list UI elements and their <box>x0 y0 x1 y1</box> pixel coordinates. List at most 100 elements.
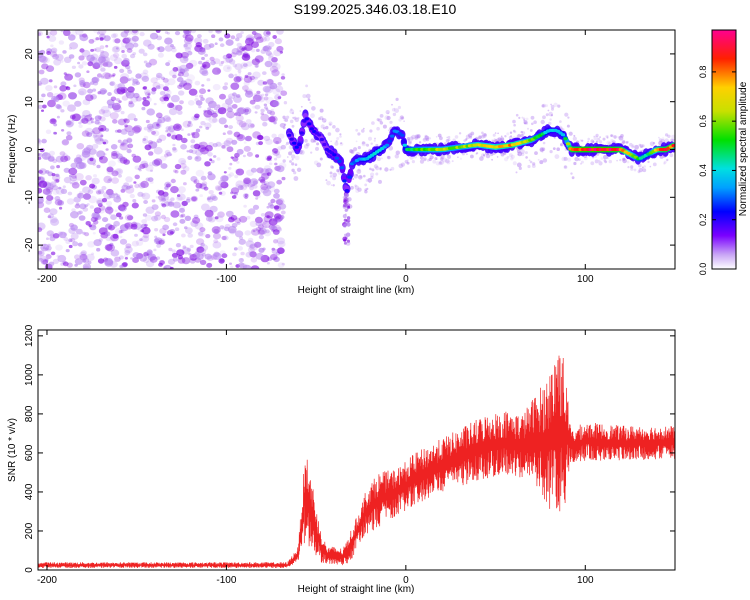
ridge-halo-speckle <box>531 122 534 126</box>
noise-speckle <box>133 181 137 184</box>
noise-speckle <box>62 50 67 54</box>
noise-speckle <box>98 124 107 132</box>
noise-speckle <box>145 260 155 268</box>
noise-speckle <box>116 87 126 95</box>
noise-speckle <box>155 140 160 144</box>
noise-speckle <box>185 198 191 203</box>
noise-speckle <box>242 154 246 158</box>
noise-speckle <box>206 262 213 268</box>
noise-speckle <box>152 130 160 137</box>
noise-speckle <box>249 99 256 105</box>
noise-speckle <box>126 215 134 221</box>
noise-speckle <box>58 231 67 239</box>
ridge-halo-speckle <box>326 180 331 186</box>
noise-speckle <box>111 150 120 157</box>
ridge-halo-speckle <box>358 175 363 180</box>
noise-speckle <box>240 258 244 261</box>
noise-speckle <box>249 244 256 249</box>
noise-speckle <box>58 186 62 190</box>
noise-speckle <box>119 235 123 239</box>
noise-speckle <box>145 206 155 214</box>
noise-speckle <box>82 207 89 212</box>
noise-speckle <box>106 166 114 173</box>
noise-speckle <box>152 159 161 167</box>
noise-speckle <box>38 227 43 233</box>
noise-speckle <box>198 248 207 255</box>
noise-speckle <box>58 40 65 45</box>
noise-speckle <box>95 189 102 195</box>
noise-speckle <box>251 30 257 35</box>
ridge-halo-speckle <box>470 154 474 159</box>
noise-speckle <box>257 79 265 86</box>
ridge-halo-speckle <box>379 167 382 170</box>
noise-speckle <box>106 205 112 211</box>
noise-speckle <box>250 48 256 53</box>
noise-speckle <box>230 215 238 221</box>
noise-speckle <box>164 186 169 190</box>
ridge-halo-speckle <box>509 153 513 158</box>
noise-speckle <box>127 86 135 93</box>
noise-speckle <box>212 118 218 123</box>
noise-speckle <box>101 185 107 191</box>
noise-speckle <box>273 213 282 220</box>
noise-speckle <box>63 155 71 161</box>
noise-speckle <box>78 55 85 61</box>
noise-speckle <box>81 115 89 122</box>
ridge-halo-speckle <box>517 151 523 157</box>
ridge-halo-speckle <box>376 157 381 162</box>
noise-speckle <box>193 143 201 150</box>
spectrogram-x-axis: -200 -100 0 100 <box>37 30 594 285</box>
ridge-halo-speckle <box>613 135 617 139</box>
noise-speckle <box>92 38 97 42</box>
noise-speckle <box>145 164 154 172</box>
noise-speckle <box>167 102 175 109</box>
noise-speckle <box>38 32 42 36</box>
noise-speckle <box>93 212 101 219</box>
noise-speckle <box>156 138 162 143</box>
ridge-band-core <box>565 142 571 146</box>
noise-speckle <box>42 152 48 157</box>
noise-speckle <box>244 195 248 199</box>
noise-speckle <box>115 47 119 50</box>
noise-speckle <box>195 42 202 48</box>
noise-speckle <box>165 62 171 67</box>
noise-speckle <box>107 92 112 96</box>
ridge-halo-speckle <box>520 130 523 134</box>
noise-speckle <box>266 261 270 265</box>
noise-speckle <box>63 237 69 241</box>
noise-speckle <box>108 160 116 167</box>
snr-series-line <box>38 355 675 569</box>
noise-speckle <box>100 50 105 54</box>
noise-speckle <box>47 99 56 108</box>
noise-speckle <box>63 176 72 184</box>
noise-speckle <box>93 239 102 247</box>
noise-speckle <box>149 161 154 166</box>
noise-speckle <box>151 130 156 135</box>
noise-speckle <box>131 240 139 247</box>
ridge-halo-speckle <box>596 140 599 143</box>
noise-speckle <box>66 119 75 127</box>
ridge-dip-speckle <box>342 203 347 208</box>
ridge-halo-speckle <box>391 108 396 112</box>
ridge-halo-speckle <box>435 161 440 166</box>
noise-speckle <box>172 222 178 227</box>
colorbar-tick-label: 0.0 <box>698 263 708 276</box>
noise-speckle <box>109 112 119 120</box>
noise-speckle <box>124 257 128 260</box>
noise-speckle <box>228 172 235 177</box>
ridge-halo-speckle <box>500 135 503 138</box>
noise-speckle <box>80 118 86 123</box>
noise-speckle <box>192 253 197 258</box>
ridge-halo-speckle <box>622 140 626 144</box>
ridge-halo-speckle <box>307 98 311 101</box>
noise-speckle <box>168 108 178 116</box>
noise-speckle <box>92 134 98 139</box>
ridge-halo-speckle <box>293 116 297 120</box>
noise-speckle <box>137 226 145 233</box>
ridge-halo-speckle <box>606 136 609 139</box>
noise-speckle <box>164 153 169 158</box>
ridge-halo-speckle <box>517 149 521 154</box>
noise-speckle <box>241 53 251 61</box>
noise-speckle <box>206 197 211 201</box>
noise-speckle <box>114 256 121 262</box>
